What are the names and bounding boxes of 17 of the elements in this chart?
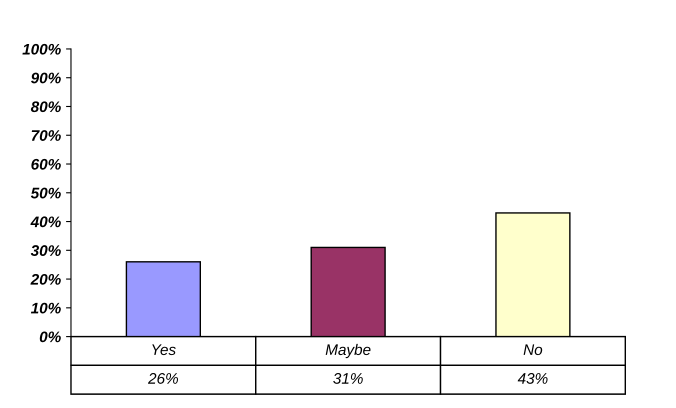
y-tick-label: 90% — [31, 72, 61, 84]
x-tick-label: Yes — [152, 344, 176, 356]
y-tick-label: 40% — [30, 216, 61, 228]
x-tick-label: Maybe — [326, 344, 371, 358]
data-label: 31% — [333, 373, 363, 384]
y-tick-label: 30% — [30, 245, 61, 256]
y-tick-label: 70% — [32, 130, 61, 141]
y-tick-label: 100% — [22, 44, 61, 55]
y-tick-label: 20% — [30, 274, 61, 285]
y-tick-label: 80% — [30, 101, 61, 112]
data-label: 26% — [148, 373, 178, 384]
y-tick-label: 50% — [30, 188, 61, 198]
x-tick-label: No — [524, 344, 542, 356]
y-tick-label: 60% — [31, 158, 61, 170]
data-label: 43% — [518, 373, 548, 384]
y-tick-label: 10% — [30, 302, 61, 314]
y-tick-label: 0% — [40, 331, 61, 342]
